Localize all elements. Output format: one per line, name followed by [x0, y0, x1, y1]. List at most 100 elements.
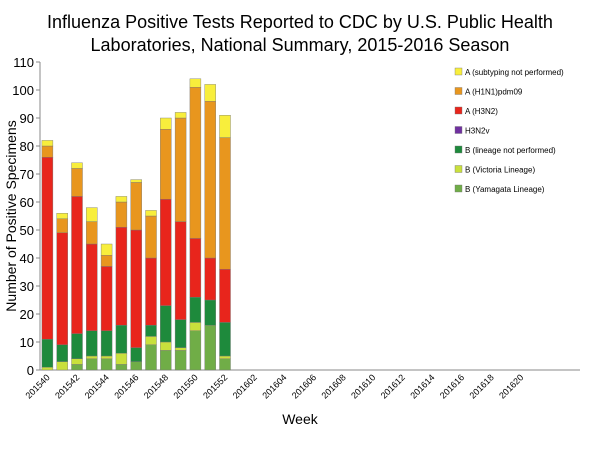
bar-segment	[219, 269, 231, 323]
bar-segment	[115, 325, 128, 354]
y-tick-label: 30	[20, 279, 34, 294]
legend-label: A (H3N2)	[465, 107, 498, 116]
bar-segment	[56, 232, 68, 346]
bar-segment	[204, 299, 216, 326]
bar-segment	[219, 114, 231, 138]
x-tick-label: 201618	[467, 372, 495, 400]
bar-segment	[204, 84, 216, 102]
legend-swatch	[454, 67, 463, 76]
bar-segment	[100, 266, 113, 331]
bar-segment	[71, 333, 83, 360]
bar-segment	[41, 367, 54, 371]
bar-segment	[145, 336, 157, 345]
y-axis-label: Number of Positive Specimens	[3, 120, 19, 311]
legend-swatch	[454, 165, 463, 173]
x-tick-label: 201620	[497, 372, 525, 400]
bar-segment	[145, 257, 157, 326]
bar-segment	[71, 364, 83, 371]
bar-segment	[174, 221, 187, 320]
bar-segment	[115, 201, 128, 228]
bar-segment	[189, 78, 202, 88]
legend-swatch	[454, 126, 463, 134]
y-tick-label: 70	[20, 167, 34, 182]
bar-segment	[189, 297, 202, 323]
y-tick-label: 90	[20, 111, 34, 126]
legend-label: B (Victoria Lineage)	[465, 166, 535, 175]
bar-segment	[115, 353, 128, 365]
x-tick-label: 201608	[319, 372, 347, 400]
legend-swatch	[454, 145, 463, 154]
bar-segment	[100, 330, 113, 357]
bar-segment	[219, 137, 231, 270]
bar-segment	[174, 350, 187, 371]
bar-segment	[160, 305, 172, 343]
bar-segment	[115, 226, 128, 326]
x-tick-label: 201552	[201, 372, 229, 400]
bar-segment	[86, 207, 98, 222]
bar-segment	[71, 168, 83, 197]
bar-segment	[100, 254, 113, 267]
bar-segment	[189, 238, 202, 298]
legend-label: H3N2v	[465, 127, 489, 136]
bar-segment	[100, 355, 113, 359]
x-tick-label: 201548	[142, 372, 170, 400]
x-tick-label: 201610	[349, 372, 377, 400]
bar-segment	[174, 117, 187, 222]
bar-segment	[71, 358, 83, 365]
y-tick-label: 10	[20, 335, 34, 350]
bar-segment	[204, 257, 216, 301]
bar-segment	[100, 358, 113, 371]
bar-segment	[145, 325, 157, 337]
x-tick-label: 201614	[408, 372, 436, 400]
bar-segment	[130, 361, 142, 371]
bar-segment	[41, 145, 54, 158]
legend-label: A (H1N1)pdm09	[465, 88, 523, 97]
bar-segment	[86, 358, 98, 371]
y-tick-label: 110	[13, 55, 34, 70]
bar-segment	[204, 325, 216, 371]
y-tick-label: 50	[20, 223, 34, 238]
x-tick-label: 201604	[260, 372, 288, 400]
bar-segment	[100, 243, 113, 256]
legend-swatch	[454, 106, 463, 115]
x-tick-label: 201550	[171, 372, 199, 400]
bar-segment	[174, 112, 187, 119]
x-tick-label: 201602	[231, 372, 259, 400]
x-tick-label: 201542	[53, 372, 81, 400]
bar-segment	[130, 347, 142, 362]
bar-segment	[160, 350, 172, 371]
y-tick-label: 100	[12, 83, 34, 98]
bar-segment	[41, 140, 54, 147]
bar-segment	[130, 179, 142, 183]
bar-segment	[160, 198, 172, 306]
bar-segment	[174, 319, 187, 348]
x-tick-label: 201606	[290, 372, 318, 400]
bar-segment	[56, 212, 68, 219]
y-tick-label: 0	[27, 363, 34, 378]
bar-segment	[130, 229, 142, 348]
x-tick-label: 201546	[112, 372, 140, 400]
bar-segment	[189, 86, 202, 239]
bar-segment	[145, 344, 157, 371]
bar-segment	[174, 347, 187, 351]
bar-segment	[86, 330, 98, 357]
chart-title: Influenza Positive Tests Reported to CDC…	[47, 12, 553, 55]
bar-segment	[115, 364, 128, 371]
bar-segment	[41, 339, 54, 368]
bar-segment	[130, 182, 142, 231]
bar-segment	[160, 117, 172, 130]
bar-segment	[219, 358, 231, 371]
bar-segment	[189, 322, 202, 331]
y-tick-label: 20	[20, 307, 34, 322]
y-tick-label: 60	[20, 195, 34, 210]
x-tick-label: 201544	[83, 372, 111, 400]
bar-segment	[204, 100, 216, 259]
bar-segment	[160, 341, 172, 351]
bar-segment	[56, 361, 68, 371]
x-tick-label: 201616	[438, 372, 466, 400]
x-axis-label: Week	[282, 411, 319, 427]
legend-swatch	[454, 87, 463, 95]
y-tick-label: 40	[20, 251, 34, 266]
bar-segment	[41, 156, 54, 340]
